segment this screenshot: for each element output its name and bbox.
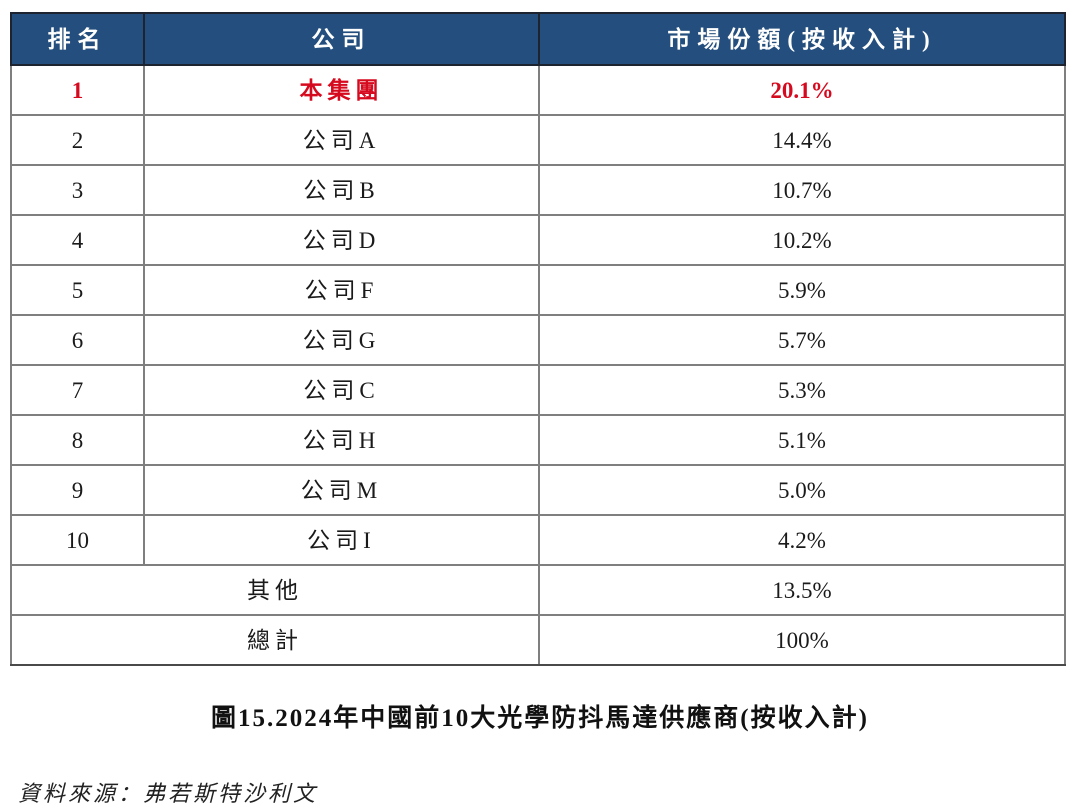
rank-cell: 2 xyxy=(10,114,145,166)
table-header-row: 排名 公司 市場份額(按收入計) xyxy=(10,12,1066,66)
table-header-company: 公司 xyxy=(143,12,540,66)
rank-cell: 8 xyxy=(10,414,145,466)
share-cell: 5.0% xyxy=(538,464,1066,516)
share-cell: 5.9% xyxy=(538,264,1066,316)
table-row: 7 公司C 5.3% xyxy=(10,364,1066,416)
company-cell: 公司C xyxy=(143,364,540,416)
total-label-cell: 總計 xyxy=(10,614,540,666)
table-row: 10 公司I 4.2% xyxy=(10,514,1066,566)
company-cell: 本集團 xyxy=(143,64,540,116)
rank-cell: 1 xyxy=(10,64,145,116)
others-label-cell: 其他 xyxy=(10,564,540,616)
share-cell: 14.4% xyxy=(538,114,1066,166)
share-cell: 5.3% xyxy=(538,364,1066,416)
market-share-table: 排名 公司 市場份額(按收入計) 1 本集團 20.1% 2 公司A 14.4%… xyxy=(10,12,1066,666)
table-header-rank: 排名 xyxy=(10,12,145,66)
table-row: 8 公司H 5.1% xyxy=(10,414,1066,466)
rank-cell: 9 xyxy=(10,464,145,516)
company-cell: 公司M xyxy=(143,464,540,516)
company-cell: 公司H xyxy=(143,414,540,466)
company-cell: 公司D xyxy=(143,214,540,266)
share-cell: 10.7% xyxy=(538,164,1066,216)
source-note: 資料來源：弗若斯特沙利文 xyxy=(18,781,319,806)
rank-cell: 7 xyxy=(10,364,145,416)
rank-cell: 10 xyxy=(10,514,145,566)
company-cell: 公司I xyxy=(143,514,540,566)
table-row-group: 1 本集團 20.1% xyxy=(10,64,1066,116)
rank-cell: 3 xyxy=(10,164,145,216)
company-cell: 公司G xyxy=(143,314,540,366)
table-row: 9 公司M 5.0% xyxy=(10,464,1066,516)
share-cell: 100% xyxy=(538,614,1066,666)
table-row: 3 公司B 10.7% xyxy=(10,164,1066,216)
share-cell: 20.1% xyxy=(538,64,1066,116)
share-cell: 13.5% xyxy=(538,564,1066,616)
share-cell: 4.2% xyxy=(538,514,1066,566)
company-cell: 公司F xyxy=(143,264,540,316)
figure-caption: 圖15.2024年中國前10大光學防抖馬達供應商(按收入計) xyxy=(211,705,869,732)
table-row: 2 公司A 14.4% xyxy=(10,114,1066,166)
share-cell: 5.1% xyxy=(538,414,1066,466)
table-row: 4 公司D 10.2% xyxy=(10,214,1066,266)
rank-cell: 4 xyxy=(10,214,145,266)
company-cell: 公司A xyxy=(143,114,540,166)
table-row: 5 公司F 5.9% xyxy=(10,264,1066,316)
rank-cell: 6 xyxy=(10,314,145,366)
summary-row-total: 總計 100% xyxy=(10,614,1066,666)
share-cell: 5.7% xyxy=(538,314,1066,366)
table-header-market-share: 市場份額(按收入計) xyxy=(538,12,1066,66)
summary-row-others: 其他 13.5% xyxy=(10,564,1066,616)
share-cell: 10.2% xyxy=(538,214,1066,266)
table-row: 6 公司G 5.7% xyxy=(10,314,1066,366)
company-cell: 公司B xyxy=(143,164,540,216)
rank-cell: 5 xyxy=(10,264,145,316)
